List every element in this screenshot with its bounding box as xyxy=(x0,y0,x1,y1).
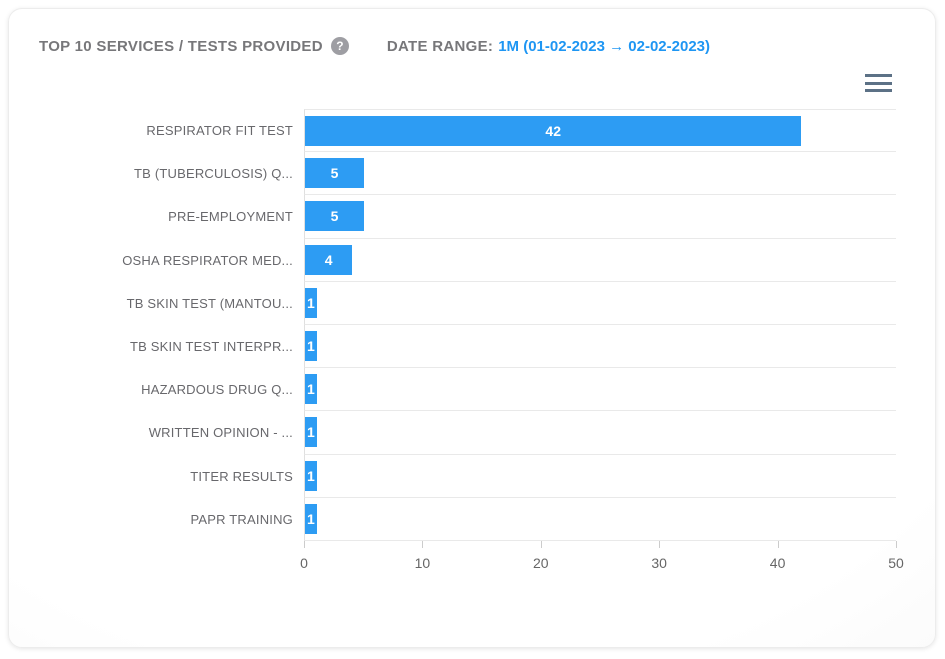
bar-value-label: 42 xyxy=(545,122,561,139)
x-axis-label: 40 xyxy=(769,555,786,571)
category-label: RESPIRATOR FIT TEST xyxy=(146,123,293,139)
bar[interactable]: 42 xyxy=(305,115,802,146)
bar-value-label: 1 xyxy=(307,467,315,484)
bar-value-label: 5 xyxy=(330,165,339,182)
chart-menu-button[interactable] xyxy=(865,74,892,92)
bar-rows: RESPIRATOR FIT TEST 42 TB (TUBERCULOSIS) Q… xyxy=(9,109,896,541)
x-axis-label: 30 xyxy=(651,555,667,571)
x-axis-labels: 0 10 20 30 40 50 xyxy=(300,555,904,575)
hamburger-icon xyxy=(865,74,892,77)
bar-track: 4 xyxy=(304,238,896,282)
bar-track: 1 xyxy=(304,281,896,325)
help-icon[interactable]: ? xyxy=(330,37,349,55)
category-label: TITER RESULTS xyxy=(190,468,293,484)
category-label: TB SKIN TEST INTERPR... xyxy=(129,339,293,355)
bar-track: 1 xyxy=(304,497,896,541)
x-axis-tick xyxy=(422,541,424,548)
x-axis-ticks xyxy=(304,541,897,548)
chart-header: TOP 10 SERVICES / TESTS PROVIDED ? DATE … xyxy=(39,37,905,55)
category-label: TB SKIN TEST (MANTOU... xyxy=(126,295,293,311)
x-axis-tick xyxy=(540,541,542,548)
chart-title: TOP 10 SERVICES / TESTS PROVIDED xyxy=(39,37,323,55)
chart-card: TOP 10 SERVICES / TESTS PROVIDED ? DATE … xyxy=(8,8,936,648)
bar-value-label: 1 xyxy=(307,424,315,441)
bar-track: 5 xyxy=(304,195,896,239)
x-axis-label: 50 xyxy=(888,555,904,571)
bar-row: RESPIRATOR FIT TEST 42 xyxy=(9,109,896,153)
bar-row: OSHA RESPIRATOR MED... 4 xyxy=(9,238,896,282)
bar-value-label: 4 xyxy=(324,251,333,268)
x-axis-tick xyxy=(659,541,661,548)
bar-row: TITER RESULTS 1 xyxy=(9,454,896,498)
bar[interactable]: 1 xyxy=(305,460,317,491)
bar-track: 1 xyxy=(304,411,896,455)
category-label: OSHA RESPIRATOR MED... xyxy=(122,252,293,268)
bar-row: WRITTEN OPINION - ... 1 xyxy=(9,411,896,455)
category-label: PAPR TRAINING xyxy=(190,511,293,527)
bar-track: 1 xyxy=(304,368,896,412)
bar-value-label: 1 xyxy=(307,338,315,355)
bar[interactable]: 1 xyxy=(305,374,317,405)
bar[interactable]: 5 xyxy=(305,201,365,232)
bar-track: 1 xyxy=(304,454,896,498)
date-range-label: DATE RANGE: xyxy=(386,37,494,55)
category-label: HAZARDOUS DRUG Q... xyxy=(141,382,293,398)
bar-track: 1 xyxy=(304,324,896,369)
chart-title-wrap: TOP 10 SERVICES / TESTS PROVIDED ? xyxy=(39,37,349,55)
category-label: PRE-EMPLOYMENT xyxy=(168,209,293,225)
bar[interactable]: 1 xyxy=(305,331,317,362)
bar-value-label: 1 xyxy=(307,510,315,527)
bar-value-label: 5 xyxy=(330,208,339,225)
bar[interactable]: 1 xyxy=(305,417,317,448)
category-label: WRITTEN OPINION - ... xyxy=(148,425,293,441)
date-range: DATE RANGE: 1M (01-02-2023 → 02-02-2023) xyxy=(387,38,710,55)
category-label: TB (TUBERCULOSIS) Q... xyxy=(134,166,293,182)
x-axis-label: 20 xyxy=(533,555,549,571)
bar[interactable]: 5 xyxy=(305,158,365,189)
bar-row: TB SKIN TEST INTERPR... 1 xyxy=(9,324,896,369)
bar[interactable]: 1 xyxy=(305,503,317,534)
bar-value-label: 1 xyxy=(307,294,315,311)
bar-value-label: 1 xyxy=(307,381,315,398)
x-axis-tick xyxy=(304,541,305,548)
bar-row: PAPR TRAINING 1 xyxy=(9,497,896,541)
bar[interactable]: 1 xyxy=(305,287,317,318)
bar-row: TB (TUBERCULOSIS) Q... 5 xyxy=(9,152,896,196)
bar[interactable]: 4 xyxy=(305,244,353,275)
x-axis-label: 0 xyxy=(300,555,308,571)
bar-row: TB SKIN TEST (MANTOU... 1 xyxy=(9,281,896,325)
bar-track: 5 xyxy=(304,152,896,196)
bar-track: 42 xyxy=(304,109,896,153)
x-axis-tick xyxy=(777,541,779,548)
date-range-value: 1M (01-02-2023 → 02-02-2023) xyxy=(498,37,711,55)
bar-row: HAZARDOUS DRUG Q... 1 xyxy=(9,368,896,412)
bar-row: PRE-EMPLOYMENT 5 xyxy=(9,195,896,239)
x-axis-label: 10 xyxy=(414,555,431,571)
x-axis-tick xyxy=(896,541,897,548)
